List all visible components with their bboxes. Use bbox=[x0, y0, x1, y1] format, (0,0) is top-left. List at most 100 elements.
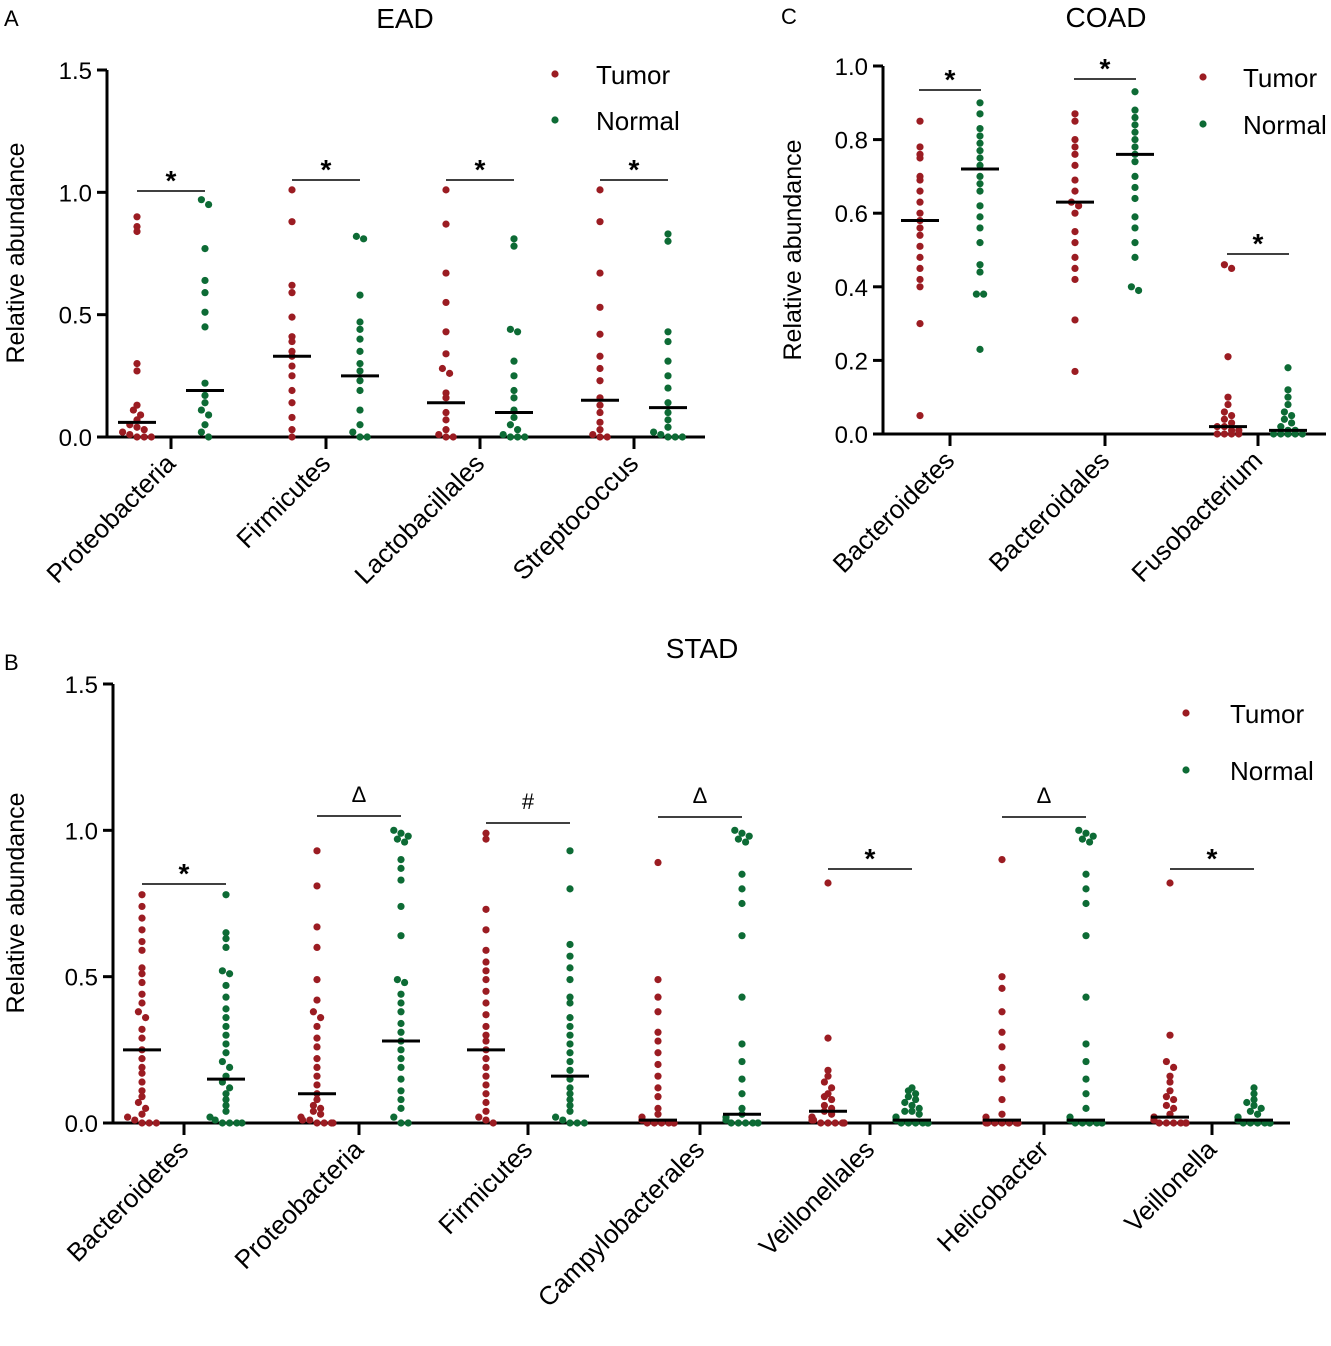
data-point-normal bbox=[749, 1119, 757, 1127]
data-point-normal bbox=[397, 1046, 405, 1054]
data-point-tumor bbox=[313, 943, 321, 952]
data-point-tumor bbox=[998, 1043, 1006, 1051]
significance-label: * bbox=[1100, 53, 1111, 84]
data-point-tumor bbox=[1220, 408, 1228, 416]
y-tick-label: 1.0 bbox=[59, 180, 92, 207]
panel-a-ead: A EAD Relative abundance Tumor Normal 0.… bbox=[2, 3, 705, 590]
data-point-tumor bbox=[1220, 261, 1228, 269]
data-point-tumor bbox=[831, 1119, 839, 1127]
data-point-normal bbox=[360, 235, 368, 243]
data-point-normal bbox=[205, 433, 213, 441]
data-point-tumor bbox=[654, 1104, 662, 1112]
data-point-tumor bbox=[998, 1063, 1006, 1071]
data-point-tumor bbox=[138, 891, 146, 899]
data-point-tumor bbox=[138, 1078, 146, 1086]
data-point-tumor bbox=[142, 1014, 150, 1022]
data-point-tumor bbox=[138, 1034, 146, 1042]
panel-c-legend: Tumor Normal bbox=[1199, 63, 1327, 140]
data-point-normal bbox=[1280, 415, 1288, 423]
y-tick-label: 1.5 bbox=[59, 58, 92, 85]
data-point-normal bbox=[211, 1116, 219, 1124]
data-point-normal bbox=[664, 423, 672, 431]
data-point-normal bbox=[404, 1119, 412, 1127]
data-point-tumor bbox=[482, 829, 490, 837]
data-point-tumor bbox=[654, 1060, 662, 1069]
data-point-normal bbox=[397, 1095, 405, 1104]
data-point-tumor bbox=[1220, 415, 1228, 423]
panel-b-title: STAD bbox=[666, 633, 739, 664]
data-point-normal bbox=[197, 406, 205, 414]
data-point-normal bbox=[397, 1063, 405, 1071]
data-point-tumor bbox=[299, 1116, 307, 1124]
data-point-normal bbox=[222, 981, 230, 990]
data-point-tumor bbox=[1170, 1095, 1178, 1104]
y-tick-label: 0.6 bbox=[835, 201, 868, 228]
data-point-normal bbox=[397, 1055, 405, 1063]
data-point-tumor bbox=[313, 1043, 321, 1051]
data-point-normal bbox=[222, 1040, 230, 1048]
data-point-normal bbox=[1082, 885, 1090, 893]
data-point-tumor bbox=[589, 430, 597, 439]
data-point-tumor bbox=[306, 1116, 314, 1124]
data-point-tumor bbox=[1170, 1119, 1178, 1127]
data-point-tumor bbox=[138, 978, 146, 987]
data-point-tumor bbox=[309, 1107, 317, 1115]
data-point-normal bbox=[904, 1093, 913, 1101]
data-point-tumor bbox=[288, 372, 296, 380]
panel-b-ylabel: Relative abundance bbox=[2, 793, 30, 1014]
data-point-tumor bbox=[134, 1008, 142, 1016]
data-point-normal bbox=[976, 154, 984, 162]
data-point-normal bbox=[664, 230, 672, 238]
data-point-normal bbox=[514, 433, 522, 441]
data-point-tumor bbox=[1228, 264, 1236, 272]
data-point-tumor bbox=[288, 399, 296, 407]
data-point-tumor bbox=[131, 1116, 139, 1124]
data-point-normal bbox=[1298, 430, 1306, 438]
data-point-tumor bbox=[482, 1090, 490, 1098]
legend-tumor-label: Tumor bbox=[596, 60, 670, 90]
data-point-normal bbox=[233, 1119, 241, 1127]
significance-label: * bbox=[1207, 843, 1218, 874]
data-point-normal bbox=[566, 1057, 574, 1066]
data-point-tumor bbox=[133, 213, 141, 221]
panel-letter-b: B bbox=[4, 650, 19, 675]
data-point-tumor bbox=[288, 386, 296, 395]
data-point-normal bbox=[356, 433, 364, 441]
data-point-tumor bbox=[1071, 110, 1079, 118]
data-point-normal bbox=[1288, 412, 1296, 420]
data-point-normal bbox=[201, 323, 209, 331]
data-point-normal bbox=[566, 1095, 574, 1104]
legend-normal-label: Normal bbox=[1230, 756, 1314, 786]
data-point-normal bbox=[201, 276, 209, 285]
data-point-tumor bbox=[482, 1022, 490, 1031]
significance-label: * bbox=[865, 843, 876, 874]
data-point-normal bbox=[1131, 158, 1139, 166]
data-point-tumor bbox=[133, 227, 141, 236]
panel-a-title: EAD bbox=[376, 3, 434, 34]
data-point-tumor bbox=[288, 362, 296, 370]
data-point-tumor bbox=[138, 964, 146, 972]
data-point-normal bbox=[356, 377, 364, 385]
data-point-normal bbox=[1131, 143, 1139, 151]
data-point-normal bbox=[222, 1014, 230, 1022]
data-point-normal bbox=[1284, 430, 1292, 438]
data-point-tumor bbox=[446, 369, 454, 377]
data-point-normal bbox=[401, 978, 409, 987]
data-point-normal bbox=[566, 964, 574, 972]
data-point-normal bbox=[397, 1008, 405, 1016]
data-point-normal bbox=[201, 245, 209, 253]
data-point-normal bbox=[976, 187, 984, 195]
significance-label: * bbox=[179, 858, 190, 889]
data-point-tumor bbox=[482, 1011, 490, 1019]
data-point-tumor bbox=[596, 377, 604, 385]
data-point-normal bbox=[356, 291, 364, 299]
data-point-normal bbox=[397, 876, 405, 884]
data-point-normal bbox=[222, 1107, 230, 1115]
data-point-tumor bbox=[133, 360, 141, 368]
data-point-normal bbox=[1078, 835, 1086, 843]
data-point-tumor bbox=[1235, 430, 1243, 438]
data-point-tumor bbox=[596, 303, 604, 311]
data-point-tumor bbox=[138, 1087, 146, 1095]
data-point-normal bbox=[397, 856, 405, 864]
